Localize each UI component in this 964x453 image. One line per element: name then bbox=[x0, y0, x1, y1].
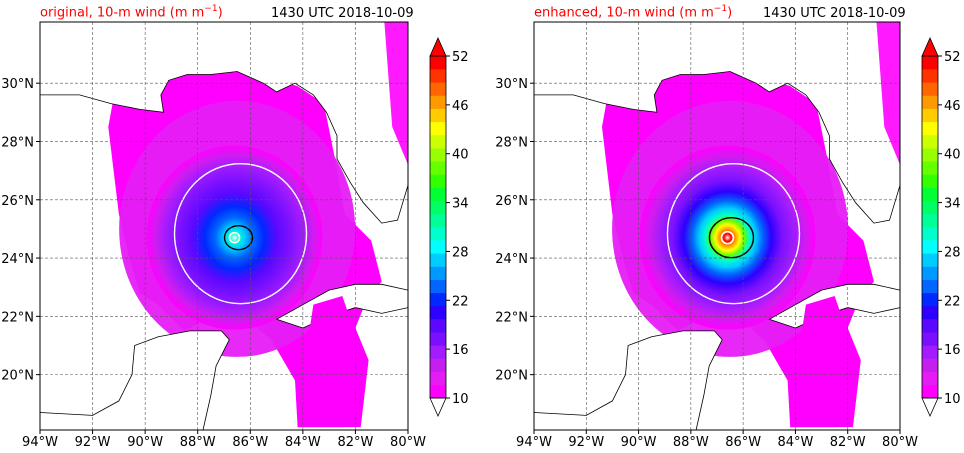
colorbar: 10 16 22 28 34 40 46 52 bbox=[921, 37, 961, 417]
panel-original: original, 10-m wind (m m−1) 1430 UTC 201… bbox=[1, 4, 469, 450]
panel-timestamp: 1430 UTC 2018-10-09 bbox=[763, 6, 906, 21]
colorbar: 10 16 22 28 34 40 46 52 bbox=[429, 37, 469, 417]
wind-map: 94°W 92°W 90°W 88°W 86°W 84°W 82°W 80°W 20°N 22°N… bbox=[1, 21, 469, 450]
us-land bbox=[534, 22, 900, 224]
colorbar-tick-label: 28 bbox=[944, 245, 961, 260]
wind-contour bbox=[228, 231, 241, 244]
wind-contour bbox=[720, 230, 735, 245]
lon-tick-label: 88°W bbox=[180, 435, 216, 450]
colorbar-tick-label: 52 bbox=[452, 50, 469, 65]
wind-map: 94°W 92°W 90°W 88°W 86°W 84°W 82°W 80°W 20°N 22°N… bbox=[495, 21, 961, 450]
wind-contour bbox=[223, 224, 254, 251]
panel-title: enhanced, 10-m wind (m m−1) bbox=[534, 4, 733, 21]
colorbar-tick-label: 16 bbox=[452, 343, 469, 358]
lon-tick-label: 90°W bbox=[127, 435, 163, 450]
hurricane-wind-core bbox=[146, 145, 323, 330]
lat-tick-label: 24°N bbox=[1, 252, 34, 267]
panel-timestamp: 1430 UTC 2018-10-09 bbox=[271, 6, 414, 21]
lat-tick-label: 20°N bbox=[1, 369, 34, 384]
lat-tick-label: 30°N bbox=[1, 77, 34, 92]
lat-tick-label: 22°N bbox=[495, 310, 528, 325]
colorbar-tick-label: 10 bbox=[944, 392, 961, 407]
yucatan-land bbox=[534, 330, 723, 430]
colorbar-tick-label: 34 bbox=[944, 197, 961, 212]
wind-contour bbox=[666, 162, 801, 305]
lat-tick-label: 26°N bbox=[495, 194, 528, 209]
colorbar-tick-label: 10 bbox=[452, 392, 469, 407]
wind-contour bbox=[173, 162, 308, 305]
lon-tick-label: 88°W bbox=[673, 435, 709, 450]
lat-tick-label: 26°N bbox=[1, 194, 34, 209]
lat-tick-label: 22°N bbox=[1, 310, 34, 325]
lat-tick-label: 20°N bbox=[495, 369, 528, 384]
lon-tick-label: 92°W bbox=[568, 435, 604, 450]
wind-contour bbox=[708, 216, 755, 259]
colorbar-tick-label: 22 bbox=[944, 294, 961, 309]
colorbar-tick-label: 46 bbox=[452, 99, 469, 114]
lon-tick-label: 92°W bbox=[75, 435, 111, 450]
lon-tick-label: 80°W bbox=[390, 435, 426, 450]
lat-tick-label: 30°N bbox=[495, 77, 528, 92]
panel-title: original, 10-m wind (m m−1) bbox=[40, 4, 223, 21]
lon-tick-label: 90°W bbox=[621, 435, 657, 450]
hurricane-wind-core bbox=[639, 145, 816, 330]
us-land bbox=[40, 22, 408, 224]
colorbar-min-arrow bbox=[921, 397, 939, 417]
lon-tick-label: 94°W bbox=[22, 435, 58, 450]
lon-tick-label: 82°W bbox=[337, 435, 373, 450]
lat-tick-label: 28°N bbox=[495, 135, 528, 150]
colorbar-min-arrow bbox=[429, 397, 447, 417]
lon-tick-label: 84°W bbox=[285, 435, 321, 450]
lat-tick-label: 28°N bbox=[1, 135, 34, 150]
lon-tick-label: 80°W bbox=[882, 435, 918, 450]
lon-tick-label: 86°W bbox=[232, 435, 268, 450]
colorbar-tick-label: 22 bbox=[452, 294, 469, 309]
colorbar-tick-label: 52 bbox=[944, 50, 961, 65]
lon-tick-label: 82°W bbox=[830, 435, 866, 450]
colorbar-tick-label: 40 bbox=[944, 148, 961, 163]
lon-tick-label: 94°W bbox=[516, 435, 552, 450]
panel-enhanced: enhanced, 10-m wind (m m−1) 1430 UTC 201… bbox=[482, 0, 964, 453]
lat-tick-label: 24°N bbox=[495, 252, 528, 267]
colorbar-tick-label: 40 bbox=[452, 148, 469, 163]
yucatan-land bbox=[40, 330, 230, 430]
lon-tick-label: 84°W bbox=[777, 435, 813, 450]
lon-tick-label: 86°W bbox=[725, 435, 761, 450]
colorbar-tick-label: 34 bbox=[452, 197, 469, 212]
colorbar-max-arrow bbox=[429, 37, 447, 57]
colorbar-tick-label: 28 bbox=[452, 245, 469, 260]
colorbar-tick-label: 46 bbox=[944, 99, 961, 114]
colorbar-max-arrow bbox=[921, 37, 939, 57]
colorbar-tick-label: 16 bbox=[944, 343, 961, 358]
